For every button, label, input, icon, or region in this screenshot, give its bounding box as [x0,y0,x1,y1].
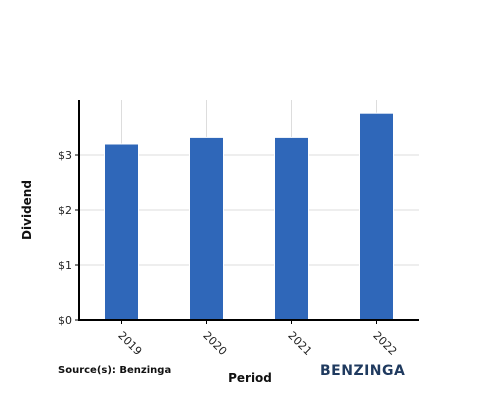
x-tick-labels: 2019 2020 2021 2022 [115,320,399,358]
x-tick-label-2020: 2020 [200,329,229,358]
y-tick-label-1: $1 [58,259,72,272]
source-note: Source(s): Benzinga [58,365,171,376]
x-tick-label-2019: 2019 [115,329,144,358]
bar-2020 [189,136,224,321]
x-tick-label-2022: 2022 [370,329,399,358]
benzinga-logo: BENZINGA [320,363,405,379]
bar-2022 [359,112,394,321]
y-tick-label-0: $0 [58,314,72,327]
bar-2019 [104,143,139,321]
y-tick-label-3: $3 [58,149,72,162]
x-tick-label-2021: 2021 [285,329,314,358]
bar-2021 [274,136,309,321]
y-tick-labels: $0 $1 $2 $3 [58,149,79,327]
y-tick-label-2: $2 [58,204,72,217]
bars [104,112,394,321]
y-axis-title: Dividend [20,180,34,240]
x-axis-title: Period [228,371,272,385]
